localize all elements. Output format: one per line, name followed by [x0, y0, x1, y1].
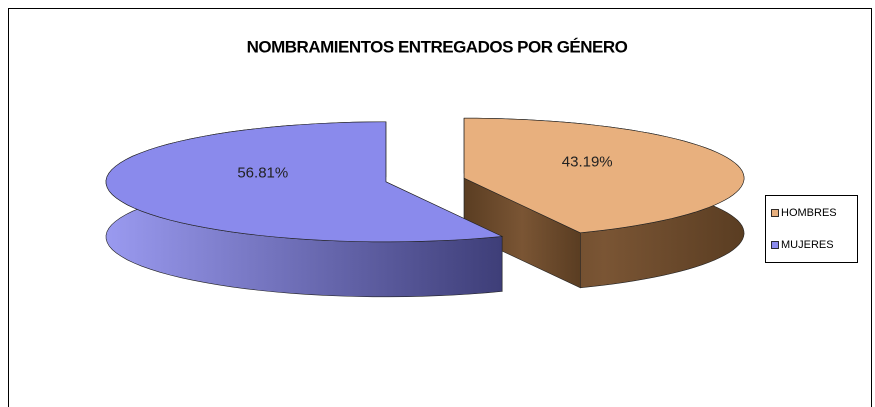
- data-label: 43.19%: [562, 153, 613, 170]
- slice-top: [463, 117, 745, 234]
- chart-title: NOMBRAMIENTOS ENTREGADOS POR GÉNERO: [247, 37, 628, 56]
- slice: [463, 117, 745, 289]
- legend-label: MUJERES: [781, 239, 834, 251]
- slice-top: [105, 121, 504, 243]
- legend-swatch: [771, 209, 779, 217]
- legend-label: HOMBRES: [781, 207, 837, 219]
- legend-swatch: [771, 241, 779, 249]
- legend: [765, 195, 858, 263]
- data-label: 56.81%: [237, 165, 288, 182]
- slice: [105, 121, 504, 298]
